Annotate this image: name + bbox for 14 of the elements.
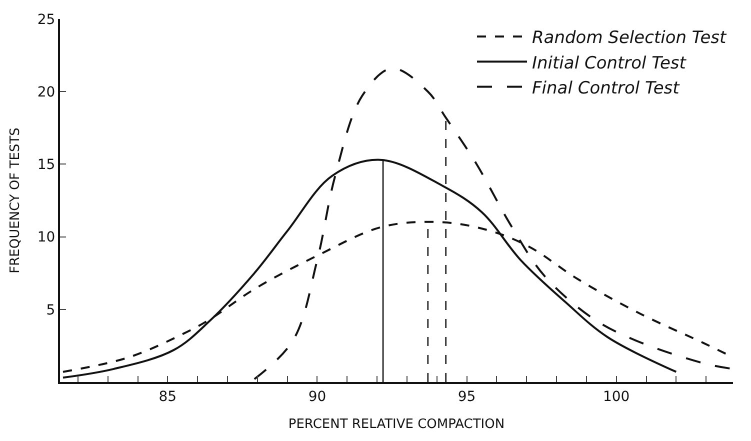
x-tick-label: 100 [602, 388, 630, 405]
legend-label: Initial Control Test [532, 53, 688, 74]
y-tick-label: 5 [46, 302, 56, 318]
y-tick-label: 25 [37, 12, 56, 28]
y-axis-title: FREQUENCY OF TESTS [8, 128, 23, 274]
x-axis-title: PERCENT RELATIVE COMPACTION [288, 416, 505, 432]
legend-label: Random Selection Test [532, 28, 728, 48]
x-tick-label: 85 [158, 388, 177, 405]
x-tick-label: 95 [458, 388, 476, 405]
x-tick-label: 90 [308, 388, 326, 405]
y-tick-label: 10 [37, 230, 56, 246]
legend-label: Final Control Test [532, 78, 681, 98]
y-tick-label: 15 [37, 157, 56, 174]
y-tick-label: 20 [37, 84, 56, 100]
